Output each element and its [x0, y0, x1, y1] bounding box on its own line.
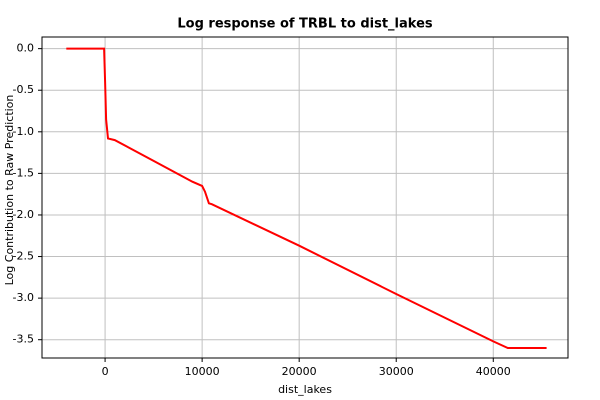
y-tick-label: -0.5 [13, 83, 34, 96]
y-tick-label: -1.0 [13, 125, 34, 138]
plot-frame [41, 36, 569, 359]
chart-title: Log response of TRBL to dist_lakes [177, 17, 433, 32]
y-tick-label: -2.5 [13, 250, 34, 263]
y-tick-label: -3.0 [13, 291, 34, 304]
y-tick-label: -1.5 [13, 166, 34, 179]
x-tick-label: 0 [102, 365, 109, 378]
y-tick-label: -2.0 [13, 208, 34, 221]
y-tick-label: -3.5 [13, 333, 34, 346]
x-tick-label: 10000 [185, 365, 220, 378]
x-axis-label: dist_lakes [278, 383, 332, 396]
x-tick-label: 20000 [282, 365, 317, 378]
y-axis-label: Log Contribution to Raw Prediction [3, 95, 16, 286]
data-line [66, 47, 547, 349]
y-tick-label: 0.0 [17, 42, 35, 55]
x-tick-label: 40000 [476, 365, 511, 378]
x-tick-label: 30000 [379, 365, 414, 378]
